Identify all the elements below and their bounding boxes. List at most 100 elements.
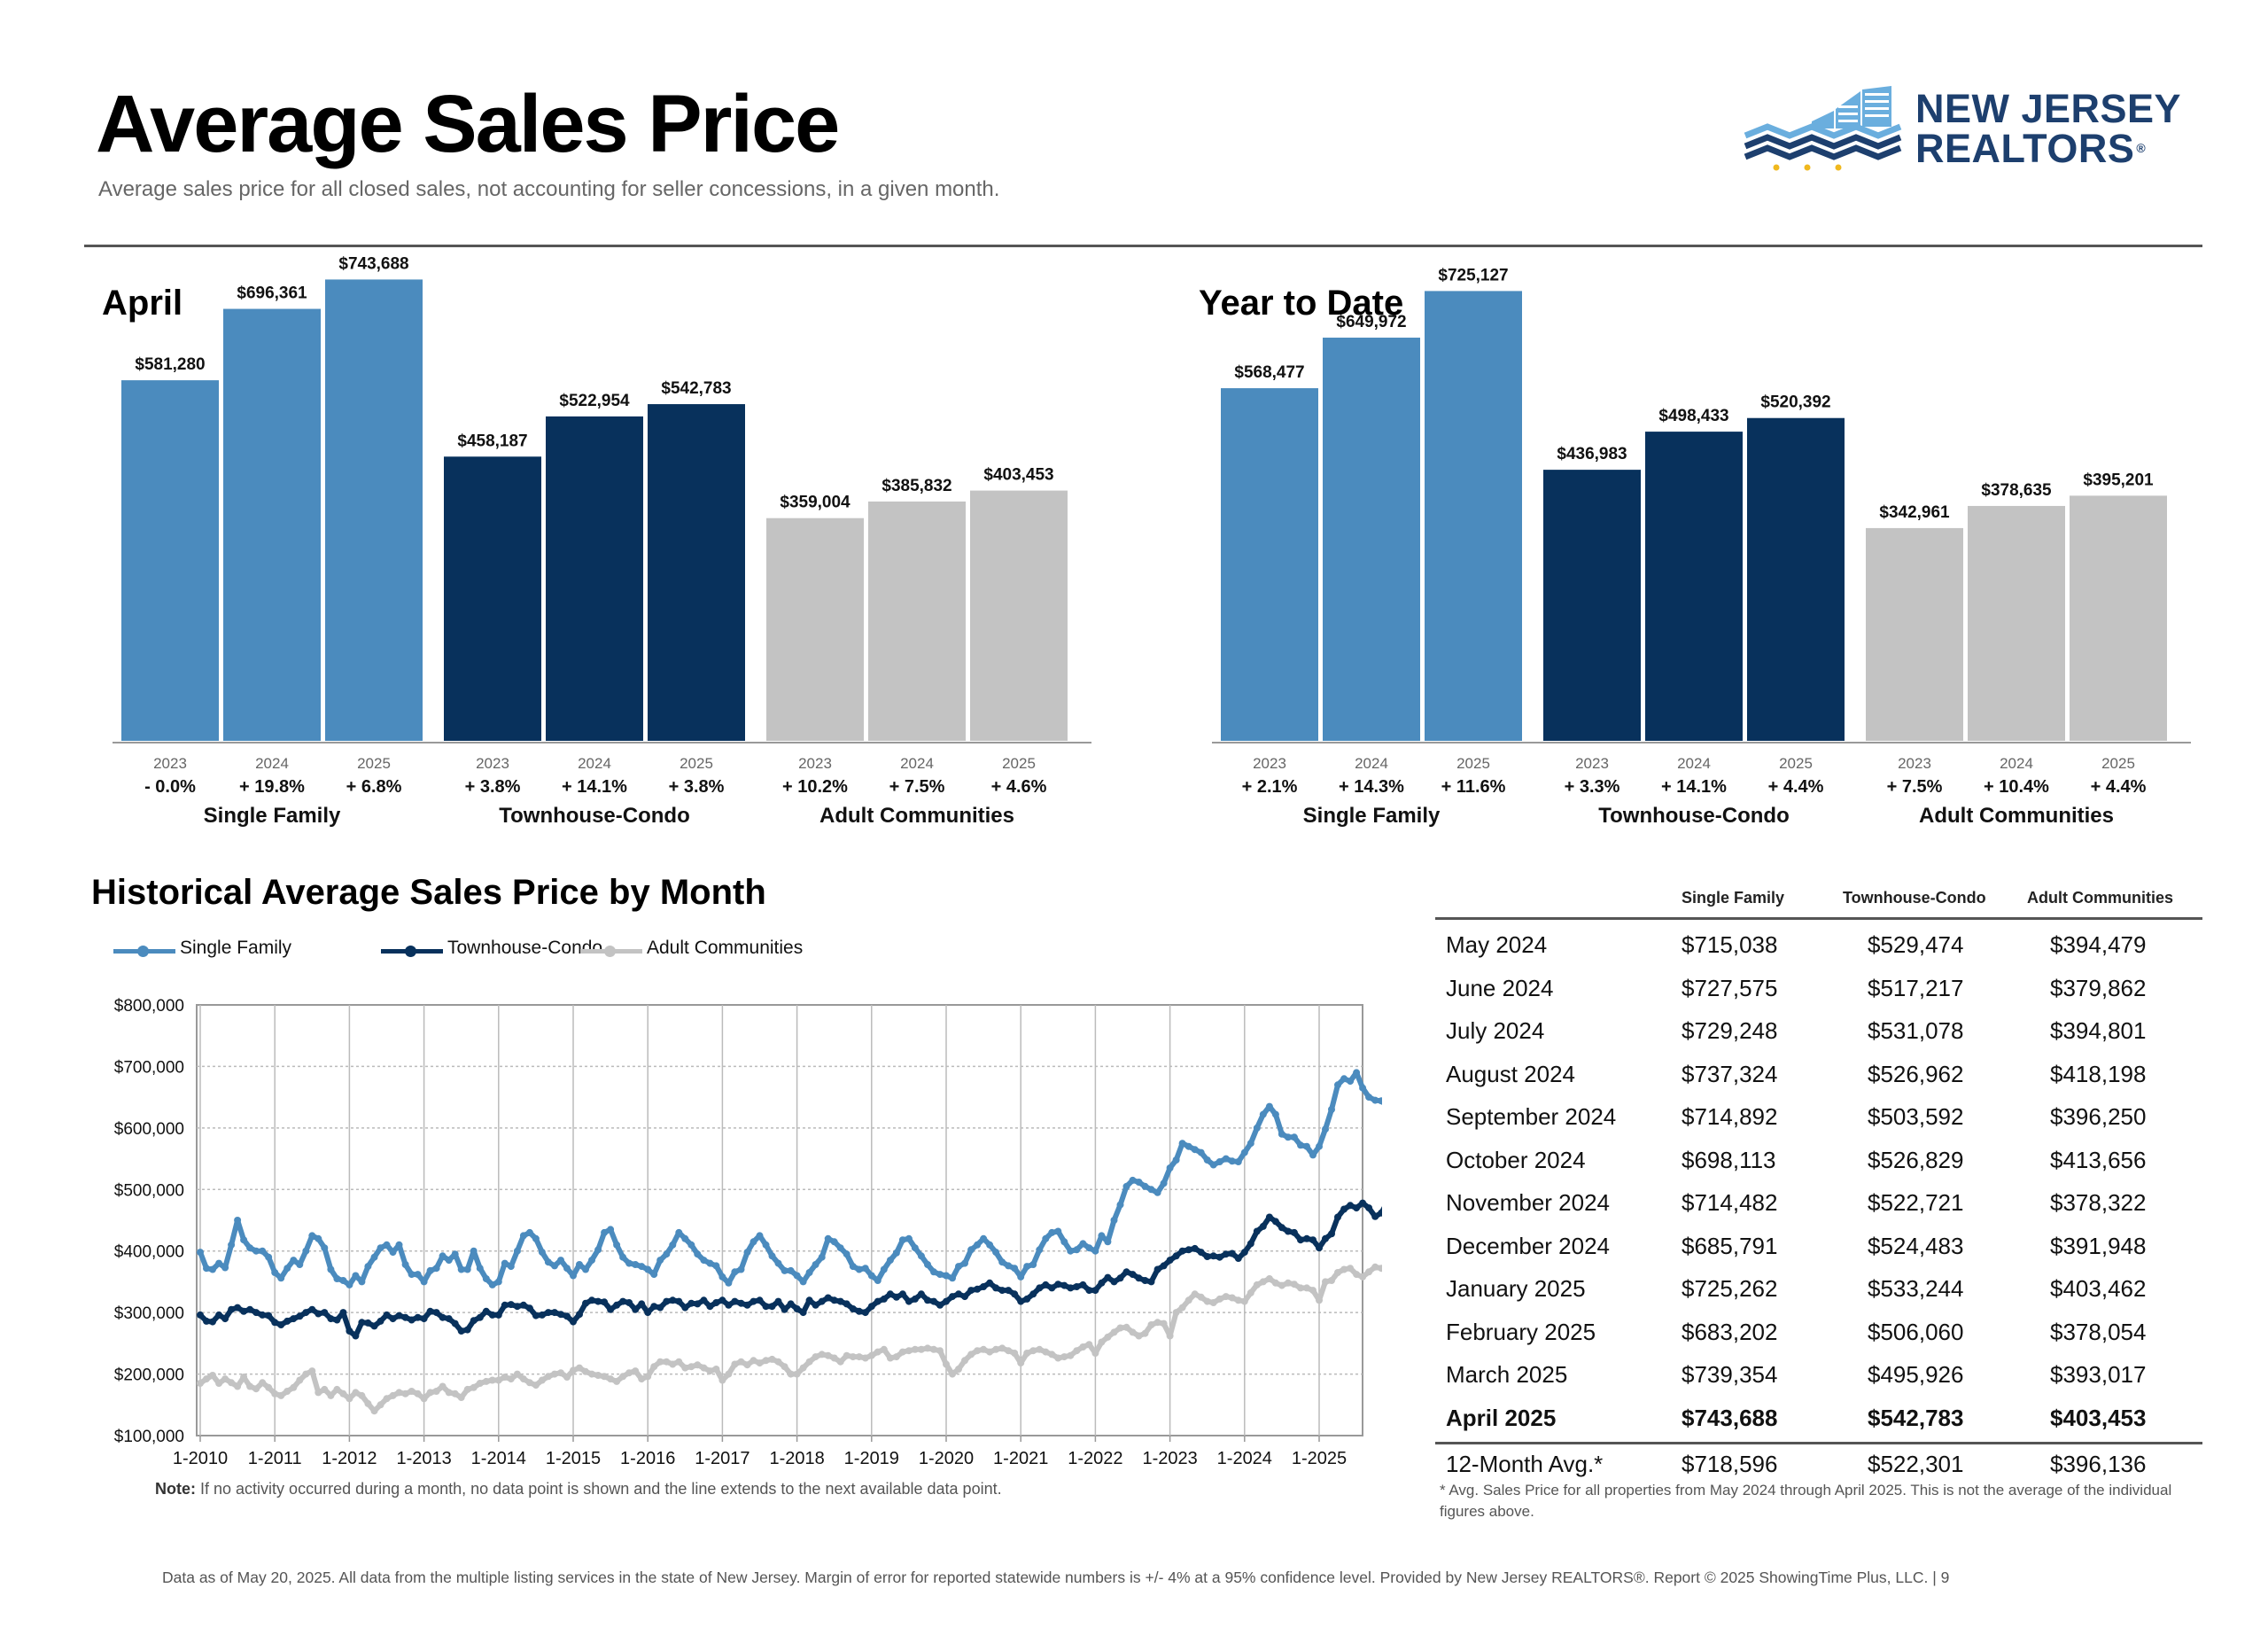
- data-point: [507, 1375, 515, 1383]
- data-point: [1328, 1277, 1335, 1284]
- data-point: [1247, 1240, 1254, 1248]
- logo-text: NEW JERSEY REALTORS ®: [1915, 89, 2181, 168]
- data-point: [1091, 1287, 1099, 1295]
- data-point: [259, 1247, 267, 1255]
- data-point: [1178, 1140, 1186, 1148]
- x-tick-label: 1-2022: [1068, 1449, 1122, 1468]
- data-point: [1023, 1263, 1031, 1271]
- data-point: [1153, 1265, 1161, 1273]
- data-point: [563, 1374, 571, 1381]
- data-point: [861, 1309, 869, 1317]
- bar: [1968, 505, 2065, 741]
- data-point: [1160, 1179, 1168, 1187]
- data-point: [905, 1297, 913, 1305]
- data-point: [532, 1312, 540, 1320]
- data-point: [936, 1271, 944, 1279]
- data-point: [1011, 1350, 1019, 1357]
- table-cell-ac: $403,462: [2050, 1275, 2147, 1302]
- data-point: [880, 1265, 888, 1273]
- bar-year-label: 2025: [2101, 755, 2135, 772]
- page-subtitle: Average sales price for all closed sales…: [98, 177, 1000, 201]
- table-cell-tc: $495,926: [1868, 1361, 1964, 1388]
- data-point: [1222, 1155, 1230, 1163]
- data-point: [563, 1312, 571, 1320]
- data-point: [1060, 1281, 1068, 1289]
- table-cell-month: October 2024: [1446, 1146, 1586, 1173]
- data-point: [203, 1375, 210, 1383]
- table-footnote: * Avg. Sales Price for all properties fr…: [1440, 1482, 2172, 1520]
- data-point: [513, 1370, 521, 1378]
- data-point: [457, 1265, 465, 1273]
- data-point: [501, 1374, 509, 1381]
- table-cell-tc: $526,962: [1868, 1060, 1964, 1087]
- data-point: [830, 1296, 838, 1304]
- data-point: [1340, 1205, 1348, 1213]
- data-point: [538, 1311, 546, 1319]
- bar-change-label: + 4.4%: [2091, 777, 2147, 797]
- bar-year-label: 2025: [357, 755, 391, 772]
- data-point: [1309, 1236, 1317, 1244]
- data-point: [576, 1311, 583, 1319]
- bar: [1543, 470, 1641, 741]
- bar: [1425, 291, 1522, 741]
- data-point: [756, 1359, 764, 1367]
- data-point: [482, 1307, 490, 1315]
- x-tick-label: 1-2023: [1142, 1449, 1197, 1468]
- data-point: [1347, 1202, 1355, 1210]
- bar-value-label: $498,433: [1658, 407, 1728, 425]
- data-point: [277, 1274, 285, 1282]
- data-point: [557, 1311, 564, 1319]
- data-point: [271, 1319, 279, 1327]
- data-point: [986, 1348, 994, 1356]
- data-point: [296, 1261, 304, 1268]
- data-point: [632, 1261, 640, 1268]
- data-point: [532, 1382, 540, 1390]
- data-point: [781, 1266, 788, 1274]
- data-point: [700, 1257, 708, 1265]
- data-point: [967, 1246, 975, 1254]
- data-point: [917, 1290, 925, 1298]
- data-point: [911, 1295, 919, 1303]
- bar-year-label: 2023: [476, 755, 509, 772]
- data-point: [370, 1407, 378, 1415]
- data-point: [805, 1296, 813, 1304]
- data-point: [1297, 1236, 1304, 1244]
- data-point: [1023, 1350, 1031, 1357]
- data-point: [1209, 1161, 1217, 1169]
- data-point: [818, 1297, 826, 1305]
- table-row: May 2024 $715,038 $529,474 $394,479: [1435, 924, 2202, 967]
- legend-label: Townhouse-Condo: [447, 938, 603, 958]
- data-point: [302, 1247, 310, 1255]
- data-point: [1135, 1179, 1143, 1186]
- data-point: [601, 1373, 609, 1381]
- historical-line-chart: $100,000 $200,000 $300,000 $400,000 $500,000…: [114, 997, 1382, 1468]
- data-point: [644, 1373, 652, 1381]
- data-point: [824, 1294, 832, 1302]
- data-point: [632, 1305, 640, 1313]
- bar-value-label: $649,972: [1336, 313, 1406, 331]
- data-point: [234, 1217, 242, 1224]
- data-point: [855, 1265, 863, 1273]
- bar-year-label: 2024: [578, 755, 611, 772]
- data-point: [793, 1305, 801, 1312]
- table-cell-ac: $379,862: [2050, 974, 2147, 1001]
- data-point: [1153, 1319, 1161, 1327]
- table-cell-tc: $526,829: [1868, 1146, 1964, 1173]
- data-point: [1079, 1281, 1087, 1288]
- data-point: [1365, 1204, 1373, 1212]
- bar-change-label: + 11.6%: [1441, 777, 1506, 797]
- table-cell-month: March 2025: [1446, 1361, 1568, 1388]
- bar-group-label: Single Family: [1303, 804, 1441, 828]
- data-point: [333, 1316, 341, 1324]
- data-point: [284, 1388, 291, 1395]
- table-cell-ac: $396,136: [2050, 1451, 2147, 1477]
- table-cell-tc: $531,078: [1868, 1017, 1964, 1044]
- data-point: [1036, 1345, 1044, 1353]
- bar: [766, 518, 864, 741]
- data-point: [525, 1379, 533, 1387]
- data-point: [439, 1252, 447, 1260]
- bar-group-label: Adult Communities: [1919, 804, 2114, 828]
- data-point: [1110, 1328, 1118, 1336]
- data-point: [1328, 1106, 1335, 1113]
- data-point: [588, 1296, 595, 1304]
